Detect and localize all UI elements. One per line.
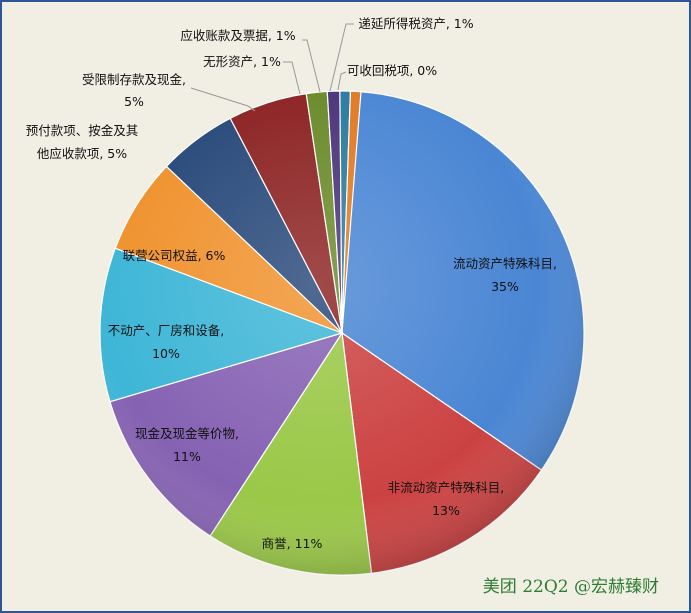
label-budongchan: 不动产、厂房和设备, <box>108 323 224 338</box>
label-budongchan-pct: 10% <box>152 346 180 361</box>
label-diyan: 递延所得税资产, 1% <box>358 16 473 31</box>
leader-line-wuxing <box>283 61 301 95</box>
leader-line-shouxian <box>190 87 256 112</box>
label-yufu-line2: 他应收款项, 5% <box>37 146 127 161</box>
label-yufu-line1: 预付款项、按金及其 <box>26 123 139 138</box>
label-wuxing: 无形资产, 1% <box>203 54 281 69</box>
label-yingshou: 应收账款及票据, 1% <box>180 28 295 43</box>
leader-line-kehuishou <box>337 71 347 91</box>
label-liudong: 流动资产特殊科目, <box>453 256 557 271</box>
label-feiliudong-pct: 13% <box>432 503 460 518</box>
label-lianying: 联营公司权益, 6% <box>123 248 226 263</box>
label-shouxian-line2: 5% <box>124 94 144 109</box>
label-xianjin-pct: 11% <box>173 449 201 464</box>
label-liudong-pct: 35% <box>491 279 519 294</box>
label-shangyu: 商誉, 11% <box>262 536 323 551</box>
label-feiliudong: 非流动资产特殊科目, <box>388 480 504 495</box>
watermark-text: 美团 22Q2 @宏赫臻财 <box>482 577 659 597</box>
leader-line-diyan <box>329 23 354 92</box>
label-shouxian-line1: 受限制存款及现金, <box>82 72 186 87</box>
label-xianjin: 现金及现金等价物, <box>135 426 239 441</box>
label-kehuishou: 可收回税项, 0% <box>347 63 437 78</box>
leader-lines <box>190 23 354 112</box>
leader-line-yingshou <box>302 39 321 93</box>
